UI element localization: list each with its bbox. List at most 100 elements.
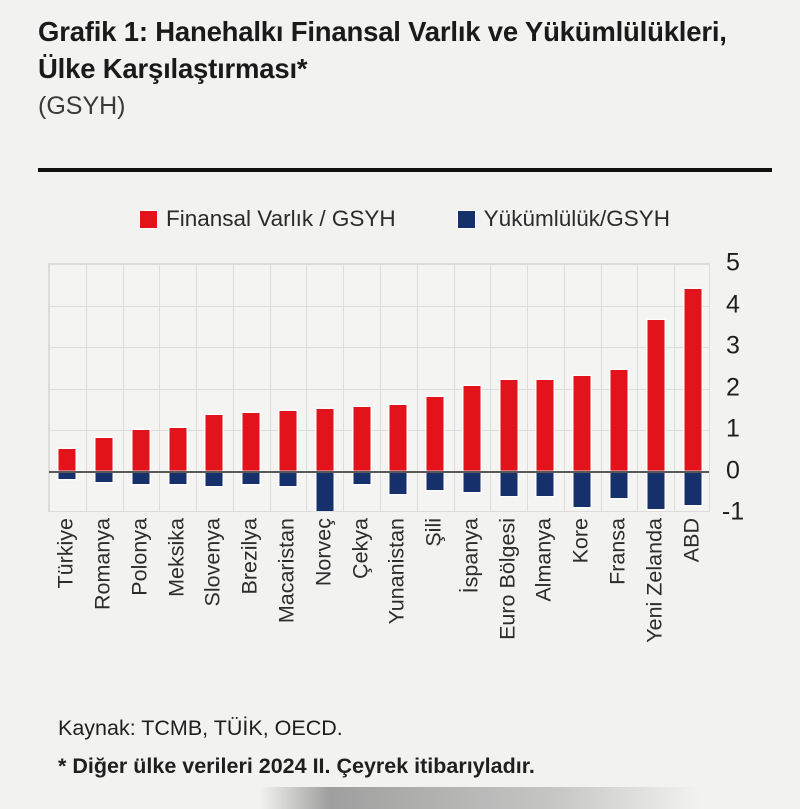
- bar-asset[interactable]: [684, 288, 702, 472]
- bar-group-norve-[interactable]: [306, 264, 343, 511]
- bar-asset[interactable]: [610, 369, 628, 472]
- bar-asset[interactable]: [389, 405, 407, 472]
- bar-asset[interactable]: [353, 407, 371, 472]
- y-axis-tick-label: 0: [726, 456, 740, 484]
- y-axis-tick-label: 4: [726, 290, 740, 318]
- bar-liability[interactable]: [536, 471, 554, 497]
- bar-group-meksika[interactable]: [159, 264, 196, 511]
- bar-liability[interactable]: [169, 471, 187, 484]
- x-axis-tick: Almanya: [526, 518, 563, 698]
- asterisk-note: * Diğer ülke verileri 2024 II. Çeyrek it…: [58, 753, 535, 778]
- legend-swatch-icon: [140, 210, 157, 228]
- bar-group-almanya[interactable]: [527, 264, 564, 511]
- legend-label: Yükümlülük/GSYH: [483, 206, 670, 231]
- bar-asset[interactable]: [58, 448, 76, 472]
- bar-liability[interactable]: [353, 471, 371, 484]
- bar-asset[interactable]: [647, 320, 665, 472]
- bar-asset[interactable]: [279, 411, 297, 472]
- bar-liability[interactable]: [610, 471, 628, 499]
- bar-liability[interactable]: [58, 471, 76, 479]
- x-axis-tick: Yeni Zelanda: [636, 518, 673, 698]
- gridline-vertical: [564, 264, 565, 511]
- gridline-vertical: [380, 264, 381, 511]
- x-axis-tick: Polonya: [122, 518, 159, 698]
- bar-liability[interactable]: [389, 471, 407, 495]
- bar-group-fransa[interactable]: [601, 264, 638, 511]
- legend-item[interactable]: Finansal Varlık / GSYH: [140, 206, 396, 232]
- bar-liability[interactable]: [573, 471, 591, 507]
- bar-asset[interactable]: [426, 396, 444, 472]
- bar-liability[interactable]: [500, 471, 518, 497]
- bar-asset[interactable]: [169, 427, 187, 472]
- gridline-vertical: [270, 264, 271, 511]
- bar-group-euro-b-lgesi[interactable]: [490, 264, 527, 511]
- bar-liability[interactable]: [426, 471, 444, 491]
- bar-group-yunanistan[interactable]: [380, 264, 417, 511]
- bar-liability[interactable]: [647, 471, 665, 509]
- bar-group-kore[interactable]: [564, 264, 601, 511]
- x-axis-tick: İspanya: [453, 518, 490, 698]
- chart-legend: Finansal Varlık / GSYH Yükümlülük/GSYH: [38, 202, 772, 236]
- bar-asset[interactable]: [536, 380, 554, 472]
- x-axis-tick-label: ABD: [678, 518, 703, 563]
- bar-asset[interactable]: [205, 415, 223, 472]
- title-divider: [38, 168, 772, 172]
- bar-asset[interactable]: [242, 413, 260, 472]
- x-axis-tick: Brezilya: [232, 518, 269, 698]
- gridline-vertical: [196, 264, 197, 511]
- bar-group-yeni-zelanda[interactable]: [637, 264, 674, 511]
- x-axis-tick-label: İspanya: [458, 518, 483, 594]
- y-axis-tick-label: 1: [726, 414, 740, 443]
- bar-liability[interactable]: [242, 471, 260, 484]
- bar-liability[interactable]: [684, 471, 702, 505]
- bar-liability[interactable]: [463, 471, 481, 493]
- bar-asset[interactable]: [463, 386, 481, 472]
- bar-group-i-spanya[interactable]: [454, 264, 491, 511]
- bar-group-abd[interactable]: [674, 264, 709, 511]
- bar-group: [49, 264, 709, 511]
- bar-asset[interactable]: [95, 438, 113, 472]
- gridline-horizontal: [49, 305, 709, 307]
- x-axis-tick-label: Fransa: [605, 518, 630, 585]
- gridline-vertical: [454, 264, 455, 511]
- x-axis-tick-label: Euro Bölgesi: [494, 518, 519, 640]
- source-note: Kaynak: TCMB, TÜİK, OECD.: [58, 716, 343, 740]
- bar-group-romanya[interactable]: [86, 264, 123, 511]
- x-axis-tick: Romanya: [85, 518, 122, 698]
- gridline-horizontal: [49, 347, 709, 348]
- bar-group-brezilya[interactable]: [233, 264, 270, 511]
- bar-asset[interactable]: [573, 376, 591, 472]
- legend-item[interactable]: Yükümlülük/GSYH: [457, 206, 670, 232]
- title-block: Grafik 1: Hanehalkı Finansal Varlık ve Y…: [38, 14, 758, 122]
- gridline-vertical: [601, 264, 602, 511]
- bar-asset[interactable]: [500, 380, 518, 472]
- y-axis-tick-label: 2: [726, 373, 740, 401]
- x-axis-tick-label: Yunanistan: [384, 518, 409, 625]
- bar-group-macaristan[interactable]: [270, 264, 307, 511]
- bar-liability[interactable]: [279, 471, 297, 487]
- x-axis-tick: Fransa: [600, 518, 637, 698]
- bar-liability[interactable]: [95, 471, 113, 482]
- gridline-horizontal: [49, 430, 709, 431]
- plot-area: [48, 263, 710, 512]
- bar-liability[interactable]: [316, 471, 334, 511]
- bar-liability[interactable]: [205, 471, 223, 487]
- bar-group--ili[interactable]: [417, 264, 454, 511]
- bar-group--ekya[interactable]: [343, 264, 380, 511]
- gridline-vertical: [123, 264, 124, 511]
- gridline-horizontal: [49, 388, 709, 390]
- bar-liability[interactable]: [132, 471, 150, 484]
- x-axis-tick: Slovenya: [195, 518, 232, 698]
- bar-group-polonya[interactable]: [123, 264, 160, 511]
- x-axis-tick: ABD: [673, 518, 710, 698]
- x-axis-tick: Türkiye: [48, 518, 85, 698]
- bar-group-t-rkiye[interactable]: [49, 264, 86, 511]
- bar-asset[interactable]: [132, 430, 150, 472]
- bar-group-slovenya[interactable]: [196, 264, 233, 511]
- gridline-vertical: [159, 264, 160, 511]
- y-axis-tick-label: 3: [726, 331, 740, 360]
- x-axis-tick-label: Kore: [568, 518, 593, 564]
- bar-asset[interactable]: [316, 409, 334, 472]
- y-axis-tick-label: 5: [726, 248, 740, 277]
